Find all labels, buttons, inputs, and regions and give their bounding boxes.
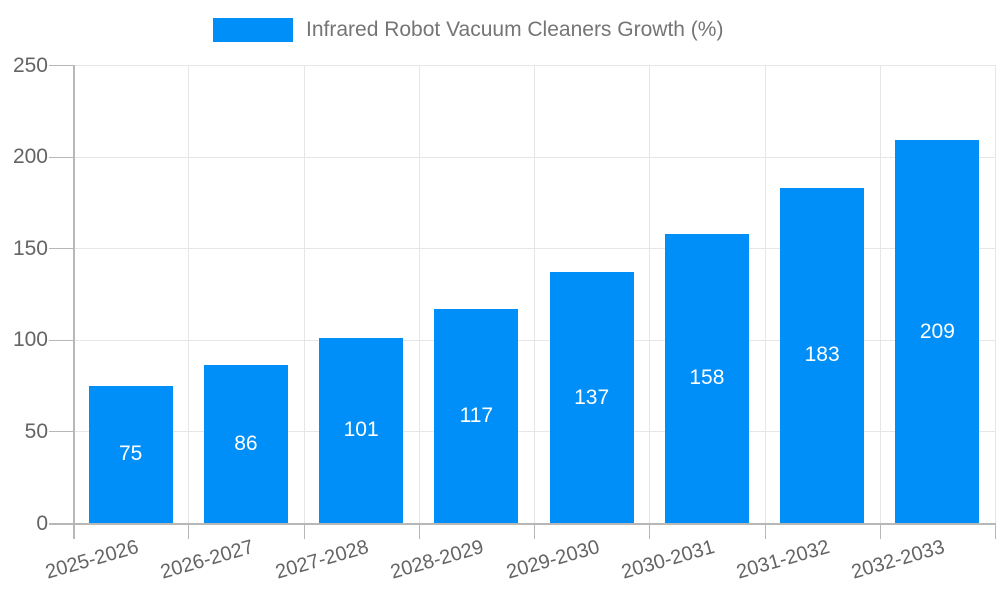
x-axis-tick-2	[303, 523, 305, 539]
y-axis-tick-label-50: 50	[24, 419, 48, 443]
y-axis-tick-label-250: 250	[12, 53, 48, 77]
legend-swatch[interactable]	[213, 18, 293, 42]
bar-2032-2033[interactable]: 209	[895, 140, 980, 523]
v-gridline-6	[764, 65, 766, 523]
bar-2026-2027[interactable]: 86	[203, 365, 288, 523]
bar-2025-2026[interactable]: 75	[88, 385, 173, 523]
v-gridline-1	[188, 65, 190, 523]
v-gridline-5	[649, 65, 651, 523]
v-gridline-2	[303, 65, 305, 523]
y-axis-tick-100	[49, 339, 73, 341]
bar-value-label-2025-2026: 75	[118, 442, 143, 466]
bar-2030-2031[interactable]: 158	[664, 233, 749, 523]
x-axis-tick-8	[995, 523, 996, 539]
x-axis-tick-7	[879, 523, 881, 539]
bar-value-label-2032-2033: 209	[919, 319, 955, 343]
legend[interactable]: Infrared Robot Vacuum Cleaners Growth (%…	[213, 16, 723, 44]
y-axis-tick-label-150: 150	[12, 236, 48, 260]
v-gridline-4	[534, 65, 535, 523]
bar-2028-2029[interactable]: 117	[434, 308, 519, 523]
v-gridline-3	[418, 65, 420, 523]
x-axis-tick-6	[764, 523, 766, 539]
x-axis-tick-3	[418, 523, 420, 539]
bar-2027-2028[interactable]: 101	[319, 337, 404, 523]
bar-value-label-2027-2028: 101	[343, 418, 379, 442]
y-axis-tick-200	[49, 156, 73, 158]
y-axis-tick-150	[49, 248, 73, 250]
bar-2031-2032[interactable]: 183	[780, 187, 865, 523]
x-axis-line	[49, 523, 995, 525]
v-gridline-7	[879, 65, 881, 523]
bar-value-label-2029-2030: 137	[574, 385, 610, 409]
y-axis-tick-250	[49, 65, 73, 66]
bar-value-label-2026-2027: 86	[234, 432, 258, 456]
x-axis-tick-1	[188, 523, 190, 539]
y-axis-tick-label-200: 200	[12, 145, 48, 169]
bar-value-label-2028-2029: 117	[459, 403, 494, 427]
bar-value-label-2030-2031: 158	[689, 366, 725, 390]
y-axis-tick-label-100: 100	[12, 328, 48, 352]
bar-value-label-2031-2032: 183	[804, 343, 840, 367]
y-axis-line	[73, 65, 75, 539]
x-axis-tick-4	[534, 523, 535, 539]
bar-2029-2030[interactable]: 137	[549, 272, 634, 523]
v-gridline-8	[995, 65, 996, 523]
x-axis-tick-5	[649, 523, 651, 539]
y-axis-tick-label-0: 0	[36, 511, 48, 535]
legend-label: Infrared Robot Vacuum Cleaners Growth (%…	[306, 18, 724, 41]
y-axis-tick-50	[49, 431, 73, 433]
